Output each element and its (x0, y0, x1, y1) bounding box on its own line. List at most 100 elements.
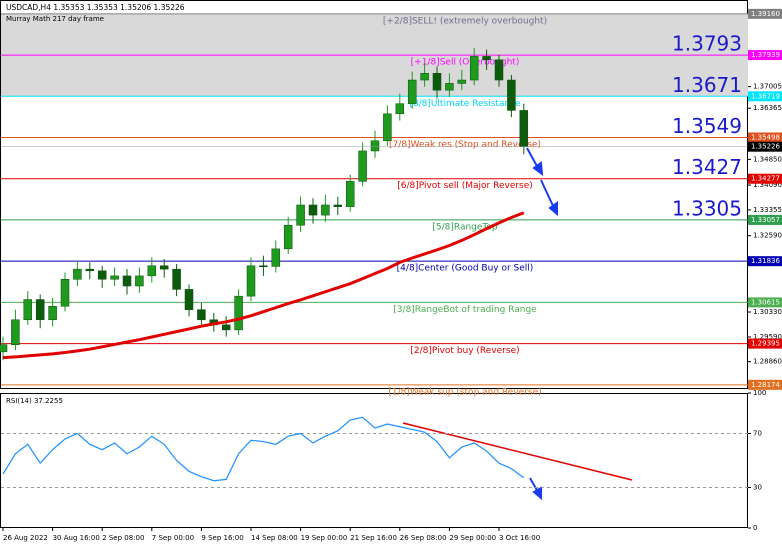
candle-body (60, 279, 70, 307)
candle-body (122, 275, 132, 287)
level-price-box (748, 214, 782, 225)
rsi-trend-line (402, 422, 633, 481)
arrow (526, 147, 539, 169)
arrow-head (532, 161, 544, 177)
x-tick-label: 9 Sep 16:00 (201, 534, 243, 542)
level-label: [8/8]Ultimate Resistance (409, 99, 521, 109)
y-tick-label: 1.28860 (753, 358, 782, 366)
rsi-tick-label: 100 (753, 389, 766, 397)
candle-body (197, 309, 206, 321)
candle-body (0, 344, 8, 353)
level-label: [6/8]Pivot sell (Major Reverse) (397, 181, 533, 191)
level-label: [7/8]Weak res (Stop and Reverse) (389, 140, 541, 150)
moving-average (2, 211, 525, 360)
level-price-label: 1.30615 (751, 298, 780, 306)
candle-body (147, 265, 157, 277)
level-big-label: 1.3305 (672, 196, 742, 220)
y-tick-label: 1.37005 (753, 83, 782, 91)
x-tick-label: 7 Sep 00:00 (152, 534, 194, 542)
candle-body (469, 56, 479, 81)
level-price-box (748, 256, 782, 267)
x-tick-label: 2 Sep 08:00 (102, 534, 144, 542)
level-price-box (748, 338, 782, 349)
candle-body (159, 265, 169, 270)
y-tick-label: 1.34090 (753, 181, 782, 189)
level-price-label: 1.31836 (751, 257, 780, 265)
y-tick-label: 1.29590 (753, 333, 782, 341)
x-tick-label: 21 Sep 16:00 (350, 534, 397, 542)
x-tick-label: 19 Sep 00:00 (301, 534, 348, 542)
plot-area: [+2/8]SELL! (extremely overbought) [+1/8]… (0, 13, 748, 397)
candle-body (85, 268, 95, 272)
y-tick-label: 1.32590 (753, 232, 782, 240)
candle-body (507, 79, 516, 111)
y-tick-label: 1.33355 (753, 206, 782, 214)
candle-body (23, 299, 33, 321)
level-big-label: 1.3793 (672, 32, 742, 56)
x-tick-label: 26 Sep 08:00 (400, 534, 447, 542)
chart-subtitle: Murray Math 217 day frame (6, 15, 104, 23)
candle-body (370, 140, 380, 152)
candle-body (110, 275, 119, 280)
candle-body (333, 204, 343, 207)
x-tick-label: 14 Sep 08:00 (251, 534, 298, 542)
candle-body (345, 181, 355, 207)
level-label: [5/8]RangeTop (432, 222, 498, 232)
level-price-box (748, 91, 782, 102)
level-big-label: 1.3549 (672, 114, 742, 138)
current-price-box (748, 141, 782, 152)
candle-body (283, 224, 293, 250)
x-tick-label: 30 Aug 16:00 (53, 534, 100, 542)
candle-body (271, 248, 281, 267)
arrow-head (548, 201, 558, 217)
rsi-panel (0, 393, 748, 528)
candle-body (420, 73, 429, 81)
candle-body (48, 306, 57, 321)
level-price-box (748, 50, 782, 61)
rsi-tick-label: 0 (753, 524, 757, 532)
arrow (540, 179, 555, 209)
candle-body (308, 204, 318, 216)
candle-body (184, 289, 194, 310)
candle-body (221, 324, 231, 331)
candle-body (358, 150, 367, 182)
level-label: [3/8]RangeBot of trading Range (393, 305, 537, 315)
candle-body (445, 83, 454, 91)
level-price-label: 1.35498 (751, 134, 780, 142)
level-big-label: 1.3671 (672, 73, 742, 97)
level-label: [1/8]Weak sup (stop and Reverse) (388, 387, 541, 397)
x-tick-label: 3 Oct 16:00 (499, 534, 540, 542)
rsi-tick-label: 30 (753, 484, 762, 492)
candle-body (482, 56, 491, 61)
candle-body (97, 270, 107, 280)
level-big-label: 1.3427 (672, 155, 742, 179)
level-price-label: 1.34277 (751, 175, 780, 183)
rsi-line (2, 416, 525, 482)
x-tick-label: 29 Sep 00:00 (449, 534, 496, 542)
candle-body (234, 295, 243, 331)
x-tick-label: 26 Aug 2022 (3, 534, 48, 542)
y-tick-label: 1.30330 (753, 308, 782, 316)
level-price-label: 1.29395 (751, 340, 780, 348)
candle-body (35, 299, 45, 321)
level-price-label: 1.39160 (751, 10, 780, 18)
level-price-box (748, 297, 782, 308)
current-price-label: 1.35226 (751, 143, 780, 151)
candle-body (259, 265, 268, 268)
candle-body (296, 204, 305, 226)
y-tick-label: 1.34850 (753, 155, 782, 163)
level-price-label: 1.28174 (751, 381, 780, 389)
level-label: [4/8]Center (Good Buy or Sell) (397, 264, 534, 274)
level-price-box (748, 173, 782, 184)
level-label: [+1/8]Sell (Overbought) (411, 58, 520, 68)
level-price-box (748, 8, 782, 19)
candle-body (457, 79, 467, 84)
level-price-label: 1.36719 (751, 92, 780, 100)
candle-body (73, 268, 82, 280)
y-tick-label: 1.36365 (753, 104, 782, 112)
rsi-tick-label: 70 (753, 430, 762, 438)
candle-body (432, 73, 442, 91)
level-label: [+2/8]SELL! (extremely overbought) (383, 16, 547, 26)
